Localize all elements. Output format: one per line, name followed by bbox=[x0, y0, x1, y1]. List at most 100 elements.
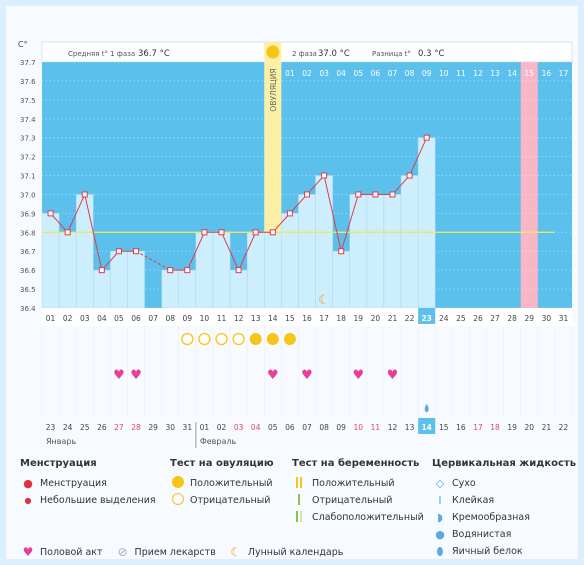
cycle-day-label: 06 bbox=[131, 314, 141, 323]
unit-label: C° bbox=[18, 40, 28, 49]
temperature-line bbox=[50, 213, 69, 233]
temperature-point bbox=[355, 191, 362, 198]
temperature-bar bbox=[161, 269, 180, 309]
cycle-day-label: 12 bbox=[234, 314, 244, 323]
date-label: 09 bbox=[336, 423, 346, 432]
date-label: 14 bbox=[421, 423, 431, 432]
legend-menstruation-title: Менструация bbox=[20, 458, 97, 469]
heart-icon: ♥ bbox=[301, 368, 313, 383]
heart-icon: ♥ bbox=[113, 368, 125, 383]
cycle-day-label: 07 bbox=[148, 314, 158, 323]
temperature-point bbox=[304, 191, 310, 198]
heart-icon: ♥ bbox=[352, 368, 364, 383]
temperature-point bbox=[286, 210, 293, 217]
phase2-day-label: 07 bbox=[388, 69, 398, 78]
diff-label: Разница t° bbox=[372, 50, 411, 58]
cycle-day-label: 30 bbox=[542, 314, 552, 323]
date-label: 08 bbox=[319, 423, 329, 432]
heart-icon: ♥ bbox=[22, 545, 34, 559]
temperature-bar bbox=[298, 194, 316, 309]
phase2-day-label: 03 bbox=[319, 69, 329, 78]
temperature-bar bbox=[332, 250, 350, 309]
cycle-day-label: 27 bbox=[490, 314, 500, 323]
temperature-line bbox=[340, 194, 359, 252]
legend-cervical-title: Цервикальная жидкость bbox=[432, 458, 577, 469]
positive-circle-icon bbox=[170, 476, 186, 491]
date-label: 11 bbox=[371, 423, 381, 432]
y-tick-label: 37.5 bbox=[20, 97, 36, 105]
legend-ovulation-test: Тест на овуляцию Положительный Отрицател… bbox=[170, 458, 274, 509]
date-label: 31 bbox=[183, 423, 193, 432]
date-label: 16 bbox=[456, 423, 466, 432]
cycle-day-label: 24 bbox=[439, 314, 449, 323]
moon-icon: ☾ bbox=[318, 293, 330, 308]
phase2-day-label: 09 bbox=[422, 69, 432, 78]
blood-drop-icon: ● bbox=[23, 476, 33, 490]
date-label: 26 bbox=[97, 423, 107, 432]
phase2-day-label: 06 bbox=[371, 69, 381, 78]
temperature-point bbox=[64, 229, 71, 236]
date-label: 27 bbox=[114, 423, 124, 432]
heart-icon: ♥ bbox=[267, 368, 279, 383]
cycle-day-label: 15 bbox=[285, 314, 295, 323]
watery-drop-icon bbox=[424, 404, 429, 413]
ovulation-test-negative-icon bbox=[215, 332, 228, 346]
legend-ovulation-title: Тест на овуляцию bbox=[170, 458, 274, 469]
cycle-day-label: 21 bbox=[388, 314, 398, 323]
temperature-point bbox=[235, 267, 242, 274]
temperature-point bbox=[218, 229, 225, 236]
legend-item: Ι Клейкая bbox=[432, 492, 576, 509]
date-label: 02 bbox=[217, 423, 227, 432]
y-tick-label: 37.3 bbox=[20, 135, 36, 143]
date-label: 20 bbox=[524, 423, 534, 432]
temperature-line bbox=[409, 137, 428, 176]
y-tick-label: 37.7 bbox=[20, 59, 36, 67]
date-label: 23 bbox=[46, 423, 56, 432]
watery-drop-icon: ● bbox=[435, 527, 445, 541]
phase2-day-label: 10 bbox=[439, 69, 449, 78]
egg-white-icon: ⬮ bbox=[436, 544, 444, 558]
ovulation-test-negative-icon bbox=[232, 332, 245, 346]
temperature-line bbox=[392, 175, 410, 195]
ovulation-test-negative-icon bbox=[198, 332, 211, 346]
legend-item: Слабоположительный bbox=[292, 509, 424, 526]
cycle-day-label: 20 bbox=[371, 314, 381, 323]
cycle-day-label: 23 bbox=[421, 314, 431, 323]
date-label: 15 bbox=[439, 423, 449, 432]
temperature-point bbox=[201, 229, 208, 236]
cycle-day-label: 10 bbox=[200, 314, 210, 323]
date-label: 01 bbox=[200, 423, 210, 432]
date-label: 30 bbox=[165, 423, 175, 432]
legend-item: ⊘ Прием лекарств bbox=[115, 546, 216, 558]
phase2-day-label: 01 bbox=[285, 69, 295, 78]
date-label: 17 bbox=[473, 423, 483, 432]
ovulation-sun-icon bbox=[266, 45, 280, 59]
temperature-point bbox=[269, 229, 276, 236]
temperature-line bbox=[272, 213, 291, 233]
cycle-day-label: 29 bbox=[524, 314, 534, 323]
date-label: 07 bbox=[302, 423, 312, 432]
legend-item: ◗ Кремообразная bbox=[432, 509, 576, 526]
legend-pregnancy-test: Тест на беременность Положительный Отриц… bbox=[292, 458, 424, 526]
two-lines-icon bbox=[292, 476, 308, 491]
cycle-day-label: 31 bbox=[559, 314, 569, 323]
temperature-line bbox=[289, 194, 308, 214]
y-tick-label: 37.6 bbox=[20, 78, 36, 86]
temperature-bar bbox=[264, 232, 282, 309]
temperature-point bbox=[338, 248, 345, 255]
legend-item: ⬮ Яичный белок bbox=[432, 543, 576, 560]
dry-drop-icon: ◇ bbox=[435, 476, 445, 490]
cycle-day-label: 26 bbox=[473, 314, 483, 323]
temperature-point bbox=[389, 191, 396, 198]
y-tick-label: 37.0 bbox=[20, 191, 36, 199]
temperature-bar bbox=[417, 137, 436, 309]
phase1-value: 36.7 °C bbox=[138, 49, 170, 59]
legend-item: ◇ Сухо bbox=[432, 475, 576, 492]
legend-item: ♥ Половой акт bbox=[20, 546, 103, 558]
moon-icon: ☾ bbox=[230, 545, 242, 559]
faint-line-icon bbox=[292, 510, 308, 525]
phase2-day-label: 02 bbox=[302, 69, 312, 78]
legend-item: Положительный bbox=[292, 475, 424, 492]
y-tick-label: 36.7 bbox=[20, 248, 36, 256]
date-label: 21 bbox=[542, 423, 552, 432]
